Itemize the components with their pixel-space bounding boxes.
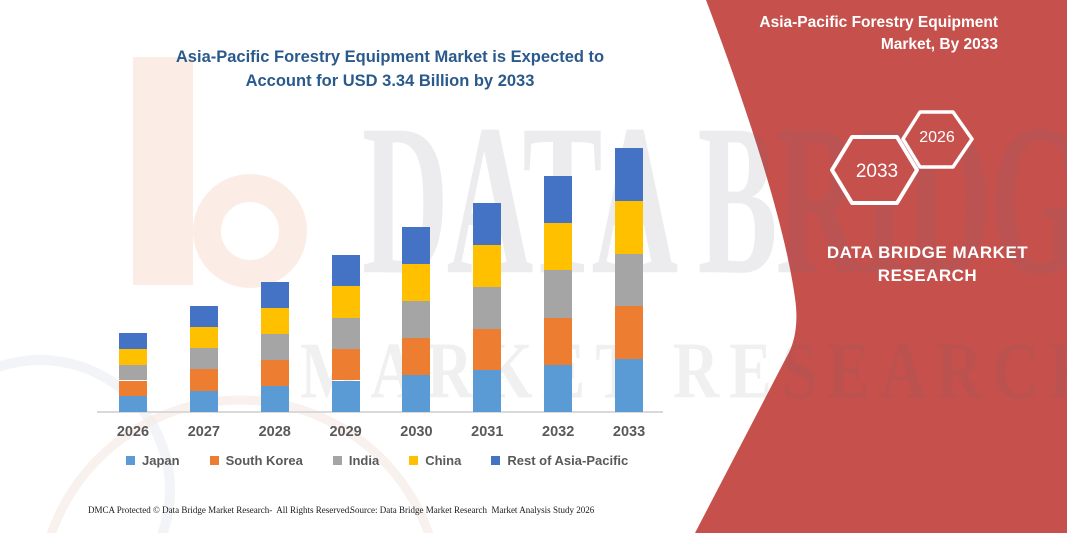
bar-segment-2026-china	[119, 349, 147, 365]
legend-item-rest-of-asia-pacific: Rest of Asia-Pacific	[491, 453, 628, 468]
banner-title-line2: Market, By 2033	[880, 36, 998, 53]
x-axis-label-2027: 2027	[187, 424, 220, 440]
brand-name-line2: RESEARCH	[877, 266, 978, 285]
banner-title: Asia-Pacific Forestry Equipment Market, …	[738, 12, 998, 56]
x-axis-line	[97, 411, 663, 413]
brand-name-line1: DATA BRIDGE MARKET	[826, 243, 1029, 262]
bar-segment-2030-rest-of-asia-pacific	[402, 226, 431, 264]
bar-segment-2026-rest-of-asia-pacific	[119, 333, 147, 349]
bar-segment-2027-china	[189, 326, 218, 349]
bar-segment-2027-japan	[189, 390, 218, 412]
banner-title-line1: Asia-Pacific Forestry Equipment	[759, 14, 998, 31]
bar-segment-2028-japan	[260, 386, 289, 412]
legend-swatch-japan	[126, 456, 135, 465]
bar-segment-2028-rest-of-asia-pacific	[260, 282, 289, 309]
bar-segment-2028-south-korea	[260, 360, 289, 386]
bar-segment-2033-china	[615, 200, 644, 254]
bar-segment-2032-china	[544, 223, 573, 271]
brand-name: DATA BRIDGE MARKET RESEARCH	[825, 241, 1030, 287]
logo-b-bowl	[193, 174, 307, 288]
x-axis-label-2033: 2033	[612, 424, 646, 440]
legend-label-rest-of-asia-pacific: Rest of Asia-Pacific	[507, 453, 629, 468]
bar-segment-2031-south-korea	[473, 328, 502, 371]
legend-label-japan: Japan	[142, 453, 180, 468]
legend-item-japan: Japan	[126, 453, 180, 468]
bar-segment-2026-japan	[119, 396, 147, 412]
bar-segment-2027-india	[189, 348, 218, 370]
legend-swatch-rest-of-asia-pacific	[491, 456, 501, 465]
bar-segment-2033-south-korea	[615, 306, 644, 360]
bar-segment-2030-japan	[402, 374, 431, 412]
copyright-text: DMCA Protected © Data Bridge Market Rese…	[88, 505, 352, 515]
chart-title-line2: Account for USD 3.34 Billion by 2033	[245, 72, 535, 90]
bar-segment-2032-rest-of-asia-pacific	[544, 175, 573, 223]
legend-item-india: India	[332, 453, 380, 468]
bar-segment-2030-india	[402, 300, 431, 338]
bar-segment-2029-china	[331, 286, 360, 318]
legend-swatch-india	[332, 456, 342, 465]
bar-segment-2031-china	[473, 245, 502, 287]
x-axis-label-2029: 2029	[329, 424, 362, 440]
bar-segment-2026-india	[119, 364, 147, 381]
bar-segment-2030-south-korea	[402, 337, 431, 375]
bar-segment-2033-rest-of-asia-pacific	[615, 148, 644, 201]
x-axis-label-2032: 2032	[542, 424, 575, 440]
legend-label-south-korea: South Korea	[225, 453, 303, 468]
bar-segment-2032-japan	[544, 364, 573, 412]
legend-item-china: China	[409, 453, 461, 468]
bar-segment-2033-india	[615, 253, 644, 307]
legend-swatch-south-korea	[209, 456, 219, 465]
x-axis-label-2031: 2031	[471, 424, 504, 440]
x-axis-label-2030: 2030	[400, 424, 433, 440]
bar-segment-2030-china	[402, 263, 431, 301]
legend: Japan South Korea India China Rest of As…	[126, 453, 628, 468]
chart-title: Asia-Pacific Forestry Equipment Market i…	[140, 45, 640, 93]
bar-segment-2031-india	[473, 286, 502, 329]
source-text: Source: Data Bridge Market Research Mark…	[350, 505, 595, 515]
legend-label-india: India	[348, 453, 380, 468]
bar-segment-2027-rest-of-asia-pacific	[189, 305, 218, 327]
x-axis-label-2028: 2028	[258, 424, 291, 440]
bar-segment-2029-india	[331, 317, 360, 349]
bar-segment-2029-japan	[331, 380, 360, 412]
watermark-data-bridge: DATA BRIDGE	[362, 79, 1067, 319]
legend-item-south-korea: South Korea	[209, 453, 303, 468]
bar-segment-2028-china	[260, 308, 289, 335]
legend-swatch-china	[409, 456, 419, 465]
bar-segment-2029-south-korea	[331, 349, 360, 381]
bar-segment-2028-india	[260, 334, 289, 361]
bar-segment-2031-rest-of-asia-pacific	[473, 203, 502, 246]
chart-title-line1: Asia-Pacific Forestry Equipment Market i…	[175, 48, 605, 66]
bar-segment-2031-japan	[473, 370, 502, 412]
bar-segment-2032-south-korea	[544, 317, 573, 365]
bar-segment-2032-india	[544, 270, 573, 318]
bar-segment-2029-rest-of-asia-pacific	[331, 254, 360, 286]
bar-segment-2033-japan	[615, 359, 644, 412]
bar-segment-2026-south-korea	[119, 380, 147, 397]
bar-segment-2027-south-korea	[189, 369, 218, 391]
x-axis-label-2026: 2026	[116, 424, 150, 440]
legend-label-china: China	[425, 453, 462, 468]
